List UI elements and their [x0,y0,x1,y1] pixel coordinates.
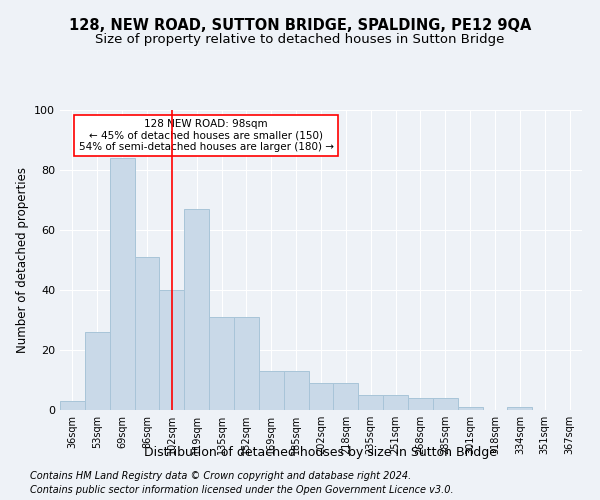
Text: 128 NEW ROAD: 98sqm
← 45% of detached houses are smaller (150)
54% of semi-detac: 128 NEW ROAD: 98sqm ← 45% of detached ho… [79,119,334,152]
Bar [259,371,284,410]
Bar [458,407,482,410]
Bar [85,332,110,410]
Bar [284,371,308,410]
Y-axis label: Number of detached properties: Number of detached properties [16,167,29,353]
Text: Contains HM Land Registry data © Crown copyright and database right 2024.: Contains HM Land Registry data © Crown c… [30,471,411,481]
Bar [383,395,408,410]
Bar [160,290,184,410]
Bar [358,395,383,410]
Text: Size of property relative to detached houses in Sutton Bridge: Size of property relative to detached ho… [95,32,505,46]
Bar [110,158,134,410]
Text: Distribution of detached houses by size in Sutton Bridge: Distribution of detached houses by size … [145,446,497,459]
Bar [234,317,259,410]
Bar [60,401,85,410]
Text: Contains public sector information licensed under the Open Government Licence v3: Contains public sector information licen… [30,485,454,495]
Bar [209,317,234,410]
Bar [508,407,532,410]
Bar [308,383,334,410]
Bar [184,209,209,410]
Bar [134,257,160,410]
Text: 128, NEW ROAD, SUTTON BRIDGE, SPALDING, PE12 9QA: 128, NEW ROAD, SUTTON BRIDGE, SPALDING, … [69,18,531,32]
Bar [334,383,358,410]
Bar [408,398,433,410]
Bar [433,398,458,410]
